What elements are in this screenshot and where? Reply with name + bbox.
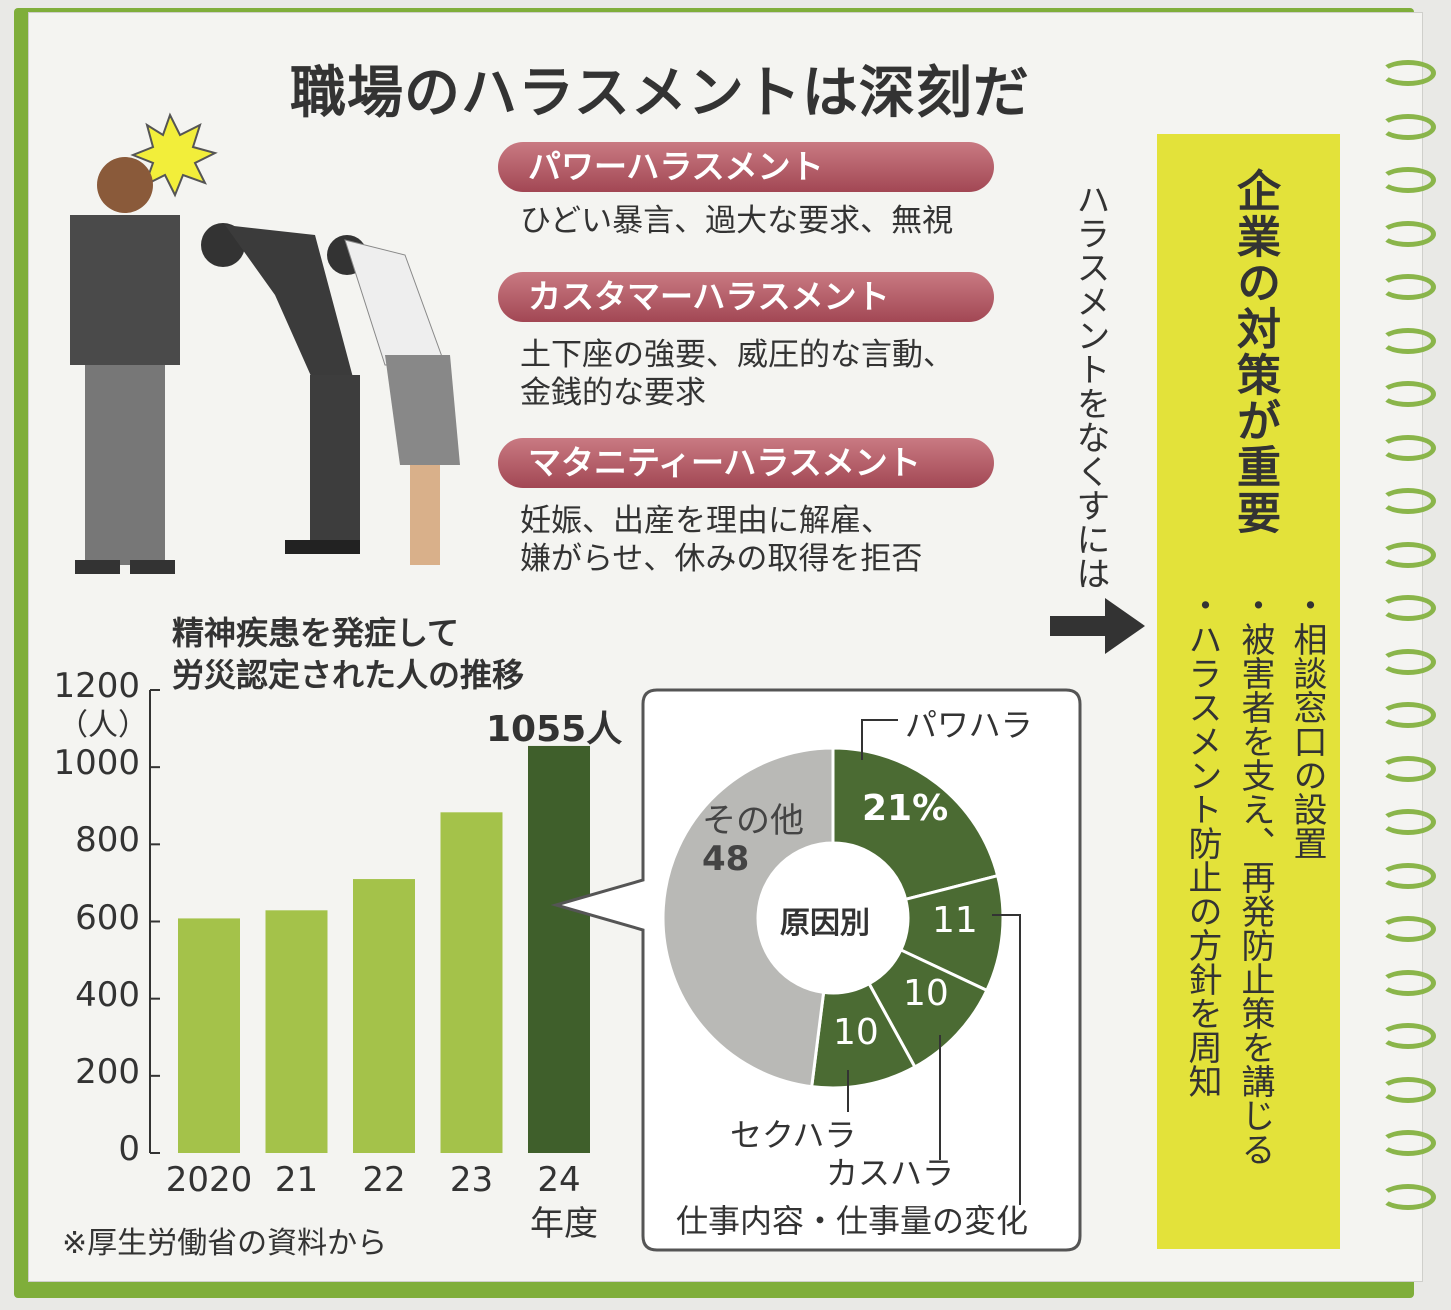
spiral-coil bbox=[1380, 434, 1436, 461]
bar-23 bbox=[440, 812, 503, 1153]
spiral-coil bbox=[1380, 1183, 1436, 1210]
slice-name-customer: カスハラ bbox=[826, 1154, 955, 1192]
x-tick-label: 23 bbox=[449, 1160, 494, 1200]
spiral-coil bbox=[1380, 541, 1436, 568]
bowing-people-illustration bbox=[70, 112, 460, 574]
bar-chart-title: 精神疾患を発症して 労災認定された人の推移 bbox=[172, 612, 524, 696]
y-axis-unit: （人） bbox=[58, 708, 148, 743]
measures-panel bbox=[1157, 134, 1340, 1249]
y-tick-label: 1000 bbox=[53, 743, 140, 784]
x-tick-label: 22 bbox=[362, 1160, 406, 1200]
measures-heading: 企業の対策が重要 bbox=[1229, 168, 1280, 536]
x-tick-label: 21 bbox=[274, 1160, 319, 1200]
measure-item: ・被害者を支え、再発防止策を講じる bbox=[1235, 588, 1275, 1166]
bar-22 bbox=[353, 879, 415, 1153]
harassment-desc-power: ひどい暴言、過大な要求、無視 bbox=[520, 202, 953, 240]
spiral-coil bbox=[1380, 220, 1436, 247]
spiral-coil bbox=[1380, 1023, 1436, 1049]
spiral-coil bbox=[1380, 755, 1436, 782]
spiral-coil bbox=[1380, 381, 1436, 407]
bar-21 bbox=[265, 910, 328, 1153]
donut-center-label: 原因別 bbox=[780, 906, 870, 941]
desc-line: 金銭的な要求 bbox=[520, 375, 706, 411]
page-title: 職場のハラスメントは深刻だ bbox=[290, 61, 1030, 126]
spiral-coil bbox=[1380, 113, 1436, 140]
measure-item: ・相談窓口の設置 bbox=[1287, 588, 1327, 860]
spiral-coil bbox=[1380, 274, 1436, 300]
slice-label-other: その他 48 bbox=[702, 802, 804, 878]
bowing-woman-figure bbox=[327, 235, 460, 565]
spiral-coil bbox=[1380, 648, 1436, 675]
spiral-coil bbox=[1380, 702, 1436, 728]
x-axis-unit: 年度 bbox=[530, 1204, 598, 1244]
bar-2020 bbox=[178, 918, 240, 1153]
desc-line: ひどい暴言、過大な要求、無視 bbox=[520, 203, 954, 239]
arrow-caption: ハラスメントをなくすには bbox=[1070, 182, 1110, 590]
spiral-coil bbox=[1380, 327, 1436, 354]
slice-name-sexual: セクハラ bbox=[730, 1116, 857, 1154]
spiral-coil bbox=[1380, 1076, 1436, 1103]
y-tick-label: 1200 bbox=[53, 666, 140, 706]
slice-value-workload: 11 bbox=[932, 900, 978, 941]
source-note: ※厚生労働省の資料から bbox=[62, 1226, 388, 1261]
desc-line: 嫌がらせ、休みの取得を拒否 bbox=[520, 541, 923, 577]
title-line: 労災認定された人の推移 bbox=[172, 656, 525, 694]
spiral-coil bbox=[1380, 969, 1436, 996]
spiral-coil bbox=[1380, 488, 1436, 514]
slice-name-workload: 仕事内容・仕事量の変化 bbox=[676, 1202, 1029, 1240]
desc-line: 妊娠、出産を理由に解雇、 bbox=[520, 503, 892, 539]
spiral-coil bbox=[1380, 916, 1436, 942]
donut-slice-0 bbox=[831, 746, 1000, 902]
bowing-man-figure bbox=[201, 223, 360, 554]
spiral-coil bbox=[1380, 595, 1436, 621]
slice-value-power: 21% bbox=[862, 788, 949, 829]
measure-item: ・ハラスメント防止の方針を周知 bbox=[1182, 588, 1222, 1098]
slice-name-power: パワハラ bbox=[905, 706, 1033, 744]
spiral-coil bbox=[1380, 167, 1436, 193]
highlight-value-label: 1055人 bbox=[486, 709, 623, 750]
y-tick-label: 200 bbox=[75, 1051, 140, 1092]
y-tick-label: 0 bbox=[118, 1129, 140, 1169]
slice-name: その他 bbox=[702, 801, 804, 841]
boss-figure bbox=[70, 157, 180, 574]
right-arrow-icon bbox=[1050, 598, 1145, 654]
harassment-desc-maternity: 妊娠、出産を理由に解雇、 嫌がらせ、休みの取得を拒否 bbox=[520, 502, 922, 578]
y-tick-label: 800 bbox=[75, 820, 140, 861]
desc-line: 土下座の強要、威圧的な言動、 bbox=[520, 337, 954, 373]
slice-value: 48 bbox=[702, 839, 750, 879]
title-line: 精神疾患を発症して bbox=[172, 614, 460, 652]
spiral-coil bbox=[1380, 60, 1436, 86]
y-tick-label: 600 bbox=[75, 897, 140, 938]
harassment-label-power: パワーハラスメント bbox=[498, 142, 994, 192]
harassment-label-maternity: マタニティーハラスメント bbox=[498, 438, 994, 488]
donut-slice-4 bbox=[661, 746, 835, 1089]
bar-24 bbox=[528, 745, 590, 1153]
x-tick-label: 24 bbox=[537, 1160, 581, 1200]
slice-value-customer: 10 bbox=[903, 973, 949, 1014]
harassment-label-customer: カスタマーハラスメント bbox=[498, 272, 994, 322]
spiral-coil bbox=[1380, 1130, 1436, 1156]
spiral-coil bbox=[1380, 809, 1436, 835]
spiral-coil bbox=[1380, 862, 1436, 889]
harassment-desc-customer: 土下座の強要、威圧的な言動、 金銭的な要求 bbox=[520, 336, 954, 412]
anger-burst-icon bbox=[130, 112, 218, 198]
y-tick-label: 400 bbox=[75, 974, 140, 1015]
x-tick-label: 2020 bbox=[165, 1160, 253, 1200]
slice-value-sexual: 10 bbox=[833, 1012, 879, 1053]
